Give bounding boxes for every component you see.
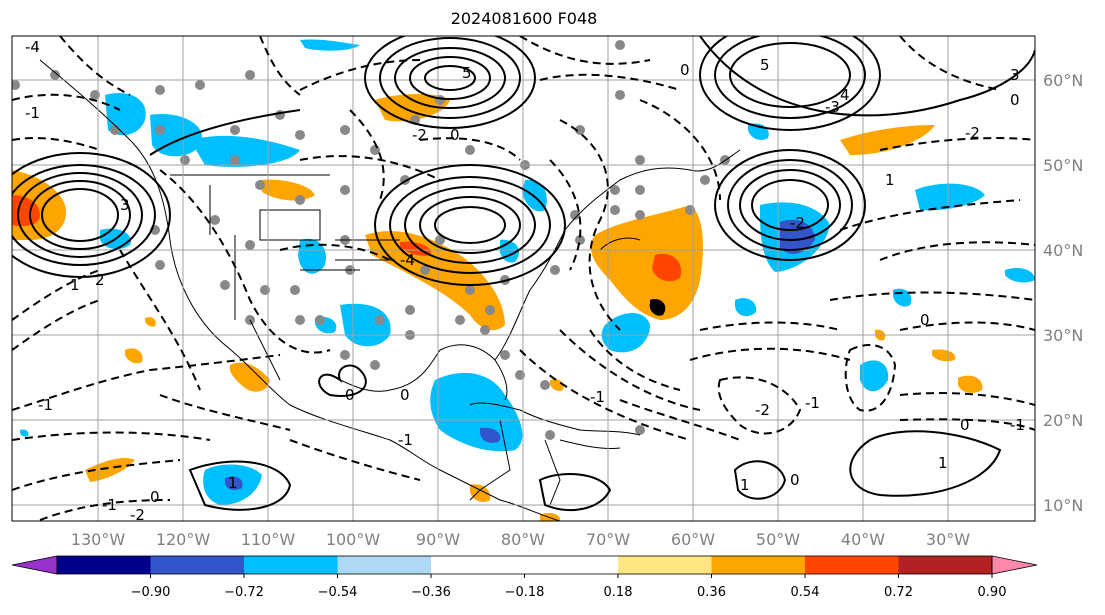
lon-tick-label: 110°W — [241, 530, 296, 549]
contour-label: -4 — [400, 251, 415, 269]
contour-label: -2 — [755, 401, 770, 419]
lat-tick-label: 50°N — [1043, 156, 1083, 175]
colorbar-label: −0.18 — [505, 585, 545, 600]
contour-label: -2 — [965, 124, 980, 142]
colorbar-label: 0.90 — [978, 585, 1007, 600]
lon-tick-label: 100°W — [326, 530, 381, 549]
lat-tick-label: 60°N — [1043, 71, 1083, 90]
colorbar-segment — [431, 556, 525, 574]
map-frame — [11, 35, 1036, 522]
lon-tick-label: 50°W — [756, 530, 800, 549]
colorbar-label: 0.54 — [791, 585, 820, 600]
contour-label: 0 — [400, 386, 410, 404]
contour-label: -1 — [398, 431, 413, 449]
colorbar-label: −0.72 — [224, 585, 264, 600]
contour-label: 0 — [680, 61, 690, 79]
colorbar-label: −0.90 — [131, 585, 171, 600]
colorbar-extend-low — [11, 555, 58, 575]
contour-label: 0 — [960, 416, 970, 434]
coastlines — [39, 59, 741, 521]
contour-label: 0 — [450, 126, 460, 144]
colorbar-label: 0.36 — [697, 585, 726, 600]
contour-label: -2 — [790, 214, 805, 232]
contour-label: 1 — [938, 454, 948, 472]
colorbar-segment — [337, 556, 432, 574]
colorbar-segment — [150, 556, 245, 574]
latitude-ticks: 10°N 20°N 30°N 40°N 50°N 60°N — [1043, 71, 1083, 515]
contour-label: 1 — [70, 276, 80, 294]
contour-label: 0 — [1010, 91, 1020, 109]
colorbar-segment — [57, 556, 151, 574]
contour-label: 0 — [150, 488, 160, 506]
contour-label: 3 — [1010, 66, 1020, 84]
map-title: 2024081600 F048 — [450, 9, 598, 28]
contour-label: 5 — [462, 64, 472, 82]
contour-label: 1 — [228, 474, 238, 492]
contour-label: -4 — [25, 38, 40, 56]
colorbar-segment — [898, 556, 993, 574]
contour-labels: 3 1 2 0 -1 -1 -2 5 5 4 -3 0 -2 -2 1 -2 3… — [25, 38, 1025, 524]
negative-contours — [12, 36, 1035, 521]
colorbar-segment — [805, 556, 899, 574]
colorbar: −0.90 −0.72 −0.54 −0.36 −0.18 0.18 0.36 0.54 0.7… — [11, 555, 1038, 600]
contour-label: -2 — [130, 506, 145, 524]
lon-tick-label: 130°W — [71, 530, 126, 549]
lon-tick-label: 90°W — [416, 530, 460, 549]
lat-tick-label: 10°N — [1043, 496, 1083, 515]
colorbar-label: −0.54 — [318, 585, 358, 600]
contour-label: -3 — [825, 98, 840, 116]
contour-label: -1 — [25, 104, 40, 122]
contour-label: 3 — [120, 196, 130, 214]
contour-label: -1 — [805, 394, 820, 412]
positive-contours — [12, 36, 1035, 511]
lat-tick-label: 30°N — [1043, 326, 1083, 345]
colorbar-label: −0.36 — [411, 585, 451, 600]
colorbar-label: 0.72 — [884, 585, 913, 600]
lat-tick-label: 20°N — [1043, 411, 1083, 430]
contour-label: 0 — [345, 386, 355, 404]
lon-tick-label: 80°W — [501, 530, 545, 549]
lon-tick-label: 30°W — [926, 530, 970, 549]
colorbar-extend-high — [991, 555, 1038, 575]
contour-label: 1 — [885, 171, 895, 189]
longitude-ticks: 130°W 120°W 110°W 100°W 90°W 80°W 70°W 6… — [71, 530, 970, 549]
contour-label: -1 — [38, 396, 53, 414]
lat-tick-label: 40°N — [1043, 241, 1083, 260]
colorbar-segment — [711, 556, 806, 574]
lon-tick-label: 120°W — [156, 530, 211, 549]
contour-label: 4 — [840, 86, 850, 104]
colorbar-label: 0.18 — [604, 585, 633, 600]
lon-tick-label: 60°W — [671, 530, 715, 549]
colorbar-segment — [244, 556, 338, 574]
colorbar-segment — [524, 556, 619, 574]
colorbar-segment — [618, 556, 712, 574]
contour-label: 1 — [740, 476, 750, 494]
contour-label: -2 — [412, 126, 427, 144]
contour-label: -1 — [102, 496, 117, 514]
contour-label: -1 — [590, 388, 605, 406]
contour-label: 5 — [760, 56, 770, 74]
contour-label: 2 — [95, 271, 105, 289]
contour-label: 0 — [920, 311, 930, 329]
lon-tick-label: 70°W — [586, 530, 630, 549]
lon-tick-label: 40°W — [841, 530, 885, 549]
contour-label: -1 — [1010, 416, 1025, 434]
contour-label: 0 — [790, 471, 800, 489]
